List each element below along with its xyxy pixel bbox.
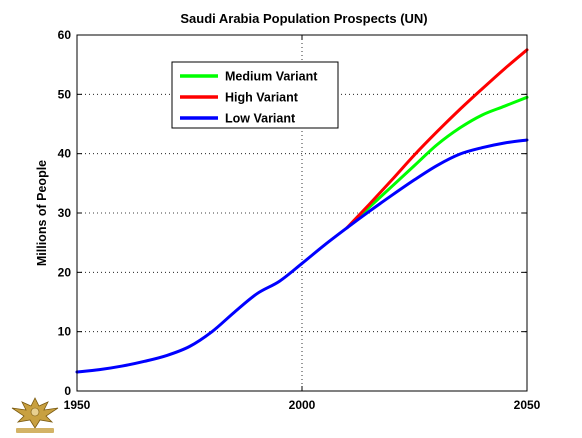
series-line-low-variant	[75, 138, 529, 374]
plot-frame	[76, 34, 528, 392]
y-tick-label: 0	[64, 384, 71, 398]
legend-label-high-variant: High Variant	[225, 91, 299, 105]
legend-label-medium-variant: Medium Variant	[225, 70, 318, 84]
series-line-medium-variant	[345, 95, 529, 230]
y-tick-label: 20	[58, 265, 72, 279]
chart-title: Saudi Arabia Population Prospects (UN)	[180, 11, 427, 26]
y-tick-label: 30	[58, 206, 72, 220]
y-tick-label: 50	[58, 87, 72, 101]
y-tick-label: 60	[58, 28, 72, 42]
x-tick-labels: 1950 2000 2050	[64, 398, 541, 412]
y-tick-label: 10	[58, 325, 72, 339]
legend-label-low-variant: Low Variant	[225, 112, 296, 126]
x-tick-label: 2000	[289, 398, 316, 412]
y-axis-label: Millions of People	[35, 160, 49, 266]
y-tick-label: 40	[58, 147, 72, 161]
eagle-crest-logo	[11, 397, 59, 433]
x-tick-label: 2050	[514, 398, 541, 412]
series-line-high-variant	[345, 48, 529, 230]
series-lines	[75, 48, 529, 374]
x-tick-label: 1950	[64, 398, 91, 412]
legend: Medium Variant High Variant Low Variant	[171, 61, 339, 129]
y-tick-labels: 0 10 20 30 40 50 60	[58, 28, 72, 398]
